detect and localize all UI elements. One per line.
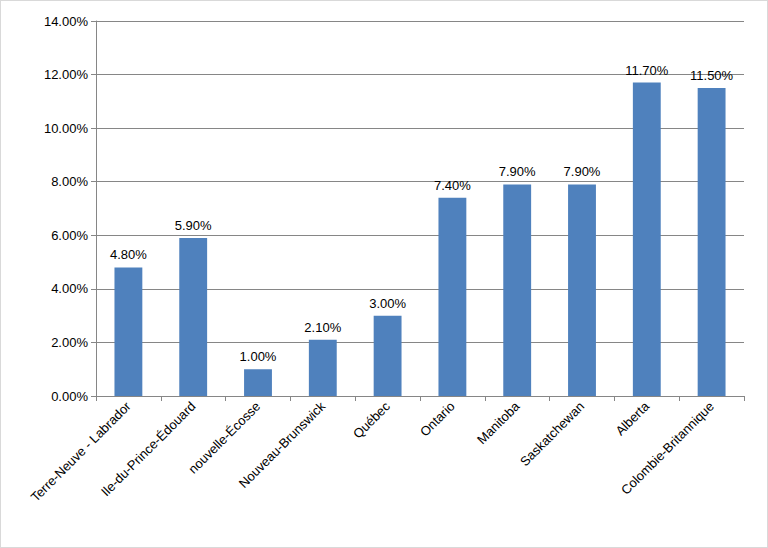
svg-text:Québec: Québec bbox=[350, 398, 393, 441]
svg-text:1.00%: 1.00% bbox=[240, 349, 277, 364]
svg-text:7.90%: 7.90% bbox=[499, 164, 536, 179]
svg-text:Manitoba: Manitoba bbox=[474, 398, 523, 447]
svg-text:8.00%: 8.00% bbox=[51, 174, 88, 189]
svg-text:0.00%: 0.00% bbox=[51, 389, 88, 404]
svg-text:7.40%: 7.40% bbox=[434, 178, 471, 193]
svg-text:10.00%: 10.00% bbox=[44, 121, 89, 136]
svg-text:4.00%: 4.00% bbox=[51, 281, 88, 296]
svg-text:14.00%: 14.00% bbox=[44, 14, 89, 29]
svg-text:5.90%: 5.90% bbox=[175, 218, 212, 233]
svg-text:3.00%: 3.00% bbox=[369, 296, 406, 311]
svg-text:6.00%: 6.00% bbox=[51, 228, 88, 243]
svg-text:2.00%: 2.00% bbox=[51, 335, 88, 350]
svg-text:4.80%: 4.80% bbox=[110, 247, 147, 262]
svg-text:11.50%: 11.50% bbox=[690, 68, 734, 83]
svg-text:Colombie-Britannique: Colombie-Britannique bbox=[618, 399, 717, 498]
svg-text:7.90%: 7.90% bbox=[564, 164, 601, 179]
svg-text:Terre-Neuve - Labrador: Terre-Neuve - Labrador bbox=[27, 398, 134, 505]
svg-text:Saskatchewan: Saskatchewan bbox=[517, 399, 587, 469]
svg-text:Ile-du-Prince-Édouard: Ile-du-Prince-Édouard bbox=[98, 399, 198, 499]
svg-text:2.10%: 2.10% bbox=[304, 320, 341, 335]
svg-text:Nouveau-Brunswick: Nouveau-Brunswick bbox=[236, 398, 329, 491]
svg-text:11.70%: 11.70% bbox=[625, 63, 669, 78]
svg-text:12.00%: 12.00% bbox=[44, 67, 89, 82]
svg-text:Ontario: Ontario bbox=[417, 399, 458, 440]
svg-text:nouvelle-Écosse: nouvelle-Écosse bbox=[185, 398, 264, 477]
svg-text:Alberta: Alberta bbox=[612, 398, 652, 438]
